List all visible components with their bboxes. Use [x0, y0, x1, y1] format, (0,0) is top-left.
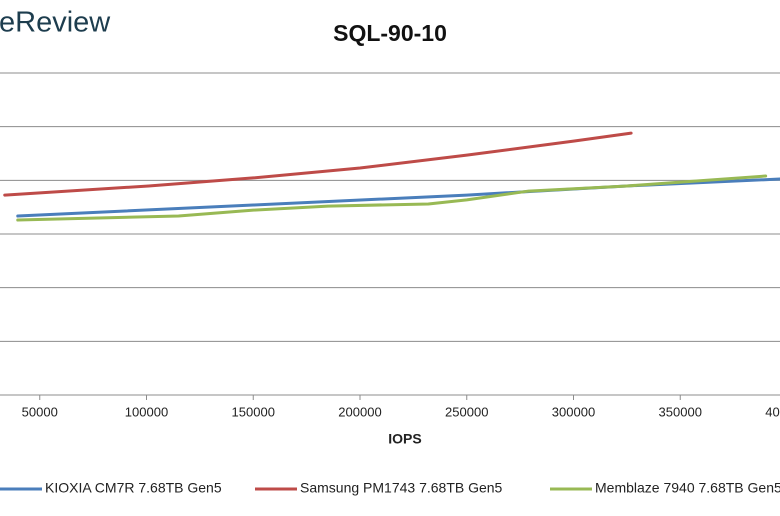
x-tick-label: 150000: [232, 404, 275, 419]
x-tick-label: 300000: [552, 404, 595, 419]
series-line: [16, 174, 768, 222]
legend-label: Samsung PM1743 7.68TB Gen5: [300, 480, 503, 496]
logo: eReview: [0, 7, 111, 39]
chart-title: SQL-90-10: [333, 20, 447, 46]
x-tick-label: 200000: [338, 404, 381, 419]
series-line: [3, 131, 633, 197]
x-tick-label: 400000: [765, 404, 780, 419]
x-axis-title: IOPS: [388, 431, 421, 447]
legend-label: KIOXIA CM7R 7.68TB Gen5: [45, 480, 222, 496]
x-tick-label: 250000: [445, 404, 488, 419]
x-tick-label: 50000: [22, 404, 58, 419]
x-tick-label: 350000: [659, 404, 702, 419]
x-tick-label: 100000: [125, 404, 168, 419]
legend-label: Memblaze 7940 7.68TB Gen5: [595, 480, 780, 496]
